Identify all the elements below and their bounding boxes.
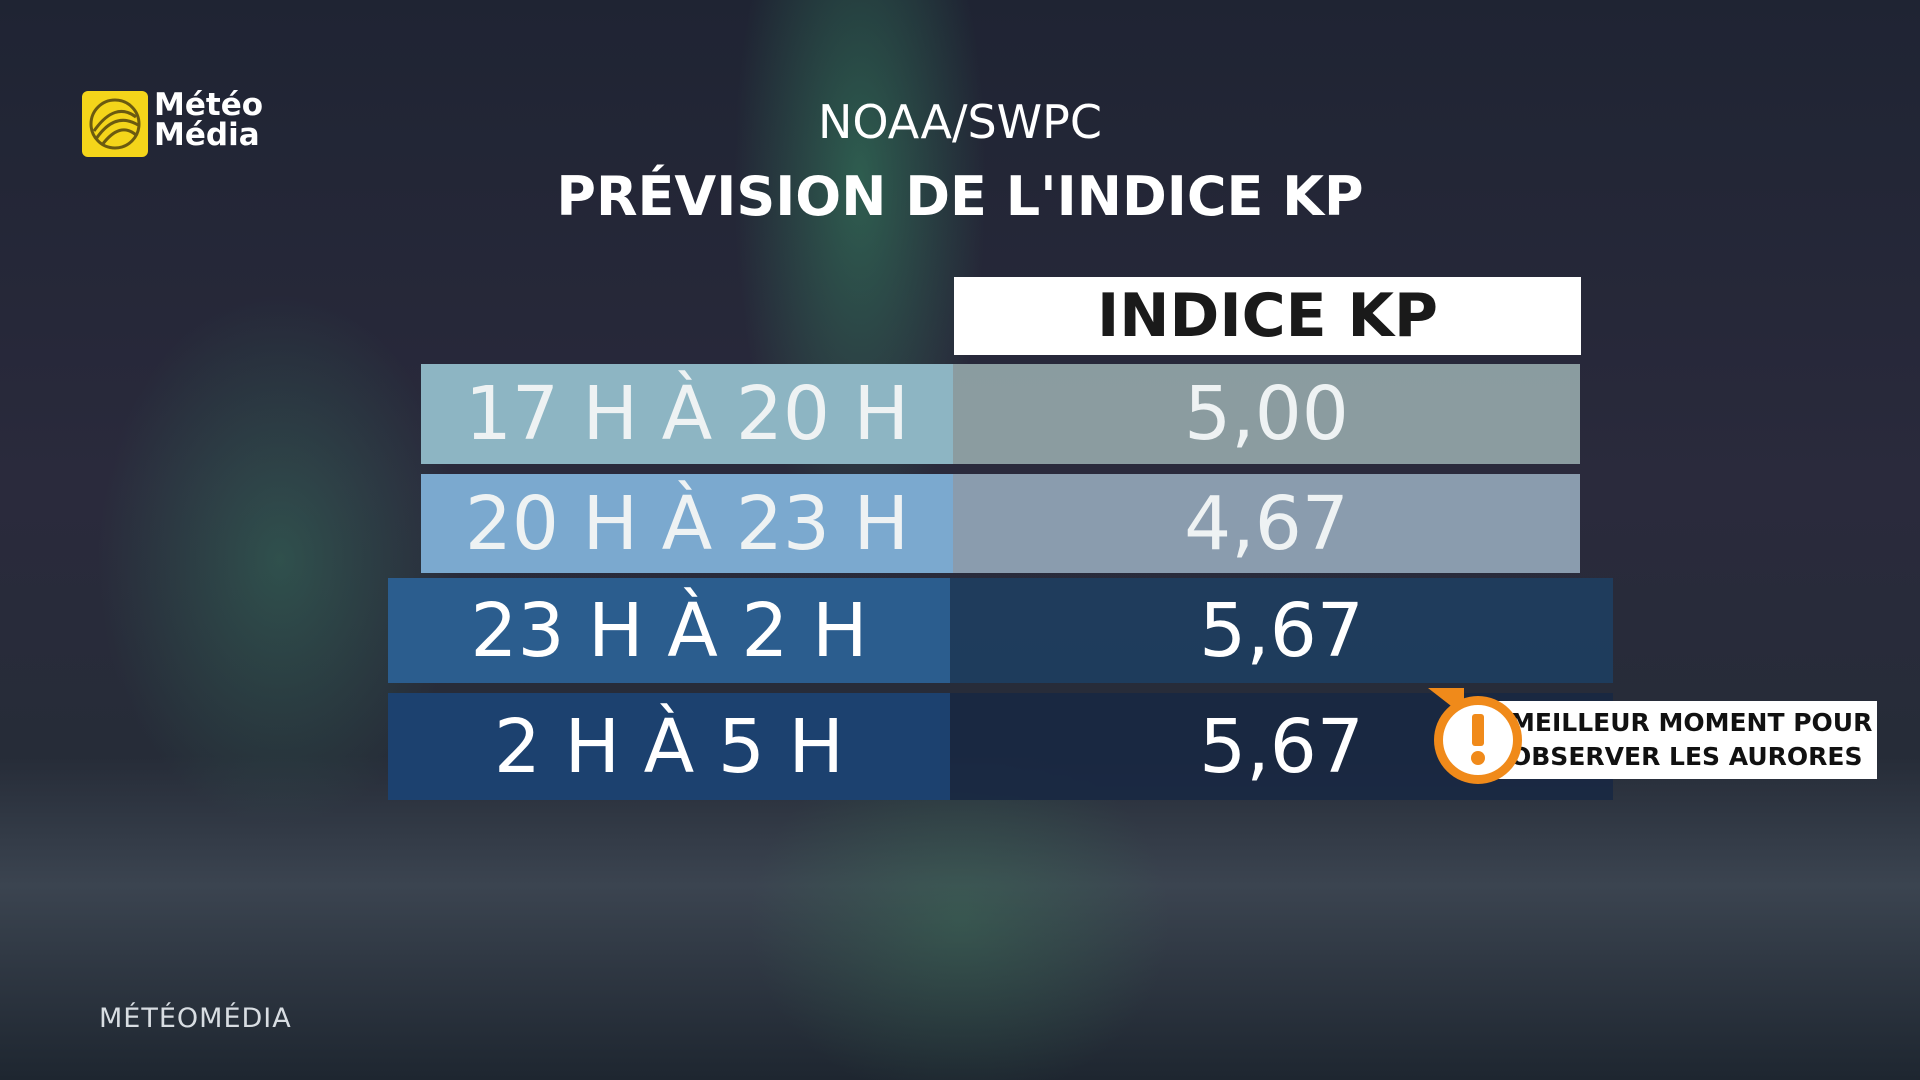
logo-icon [82,91,148,157]
callout: MEILLEUR MOMENT POUR OBSERVER LES AURORE… [1424,686,1877,784]
callout-line: MEILLEUR MOMENT POUR [1510,708,1873,737]
callout-line: OBSERVER LES AURORES [1510,742,1863,771]
row-value: 5,00 [953,364,1580,464]
row-label: 17 H À 20 H [421,364,953,464]
alert-icon [1428,688,1522,784]
callout-box: MEILLEUR MOMENT POUR OBSERVER LES AURORE… [1468,701,1877,779]
logo-line: Météo [154,87,264,123]
logo-text: Météo Média [154,87,264,153]
logo-line: Média [154,117,260,153]
row-value: 4,67 [953,474,1580,573]
column-header: INDICE KP [954,277,1581,355]
row-value: 5,67 [950,578,1613,683]
title: PRÉVISION DE L'INDICE KP [556,165,1364,228]
row-label: 2 H À 5 H [388,693,950,800]
row-label: 20 H À 23 H [421,474,953,573]
row-label: 23 H À 2 H [388,578,950,683]
footer-brand: MÉTÉOMÉDIA [99,1003,292,1034]
source: NOAA/SWPC [817,95,1103,149]
logo-mark [89,98,141,150]
